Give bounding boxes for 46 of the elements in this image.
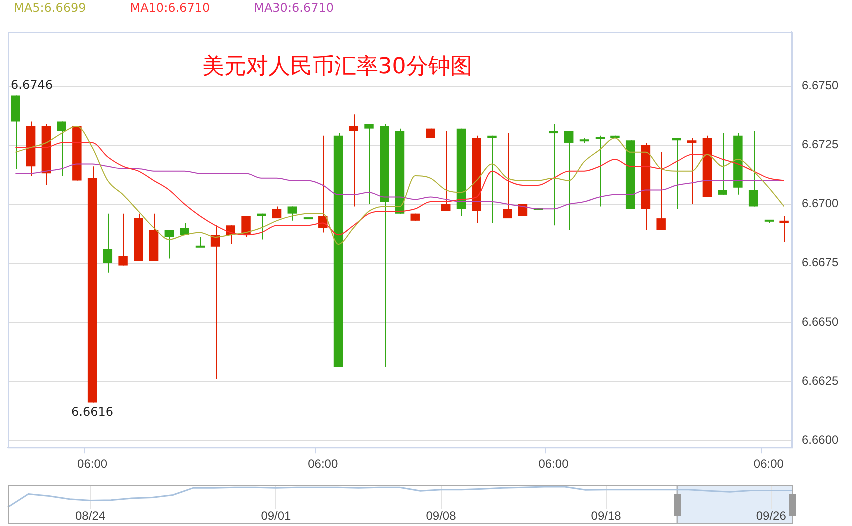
- y-tick-label: 6.6700: [802, 196, 840, 211]
- text: MA30:6.6710: [254, 1, 334, 15]
- y-tick-label: 6.6750: [802, 78, 840, 93]
- y-tick-label: 6.6725: [802, 138, 840, 152]
- candlestick: [656, 152, 666, 231]
- candlestick: [687, 138, 697, 205]
- candlestick: [364, 124, 374, 205]
- text: MA10:6.6710: [130, 1, 210, 15]
- x-tick-label: 08/24: [76, 509, 106, 524]
- y-tick-label: 6.6650: [802, 314, 840, 329]
- x-tick-label: 06:00: [308, 457, 338, 472]
- x-tick-label: 06:00: [538, 457, 570, 472]
- x-tick-label: 06:00: [78, 457, 108, 472]
- x-tick-label: 09/26: [756, 509, 787, 524]
- x-tick-label: 09/08: [426, 509, 457, 524]
- candlestick: [242, 216, 251, 238]
- candlestick: [502, 133, 512, 220]
- x-tick-label: 09/18: [591, 509, 622, 524]
- candlestick: [564, 130, 574, 231]
- line-series: [15, 126, 785, 246]
- x-tick-label: 09/01: [261, 509, 292, 524]
- candlestick: [103, 213, 113, 274]
- y-tick-label: 6.6675: [802, 256, 840, 270]
- candlestick: [57, 121, 66, 177]
- candlestick: [164, 230, 174, 260]
- candlestick: [748, 130, 758, 208]
- text: 美元对人民币汇率30分钟图: [202, 54, 472, 80]
- line-series: [15, 142, 785, 236]
- candlestick: [196, 236, 206, 248]
- candlestick: [549, 124, 558, 226]
- line-series: [15, 164, 785, 210]
- candlestick: [288, 206, 298, 222]
- candlestick: [118, 213, 128, 266]
- candlestick: [210, 225, 220, 380]
- candlestick: [442, 130, 451, 212]
- text: MA5:6.6699: [14, 1, 86, 15]
- annotation: 6.6746: [11, 78, 53, 92]
- candlestick: [780, 216, 789, 243]
- y-tick-label: 6.6625: [802, 374, 840, 388]
- candlestick: [488, 135, 497, 224]
- candlestick: [596, 135, 606, 208]
- candlestick: [718, 133, 728, 196]
- candlestick: [349, 114, 358, 208]
- x-tick-label: 06:00: [754, 457, 784, 472]
- y-tick-label: 6.6600: [802, 432, 840, 447]
- annotation: 6.6616: [72, 404, 114, 419]
